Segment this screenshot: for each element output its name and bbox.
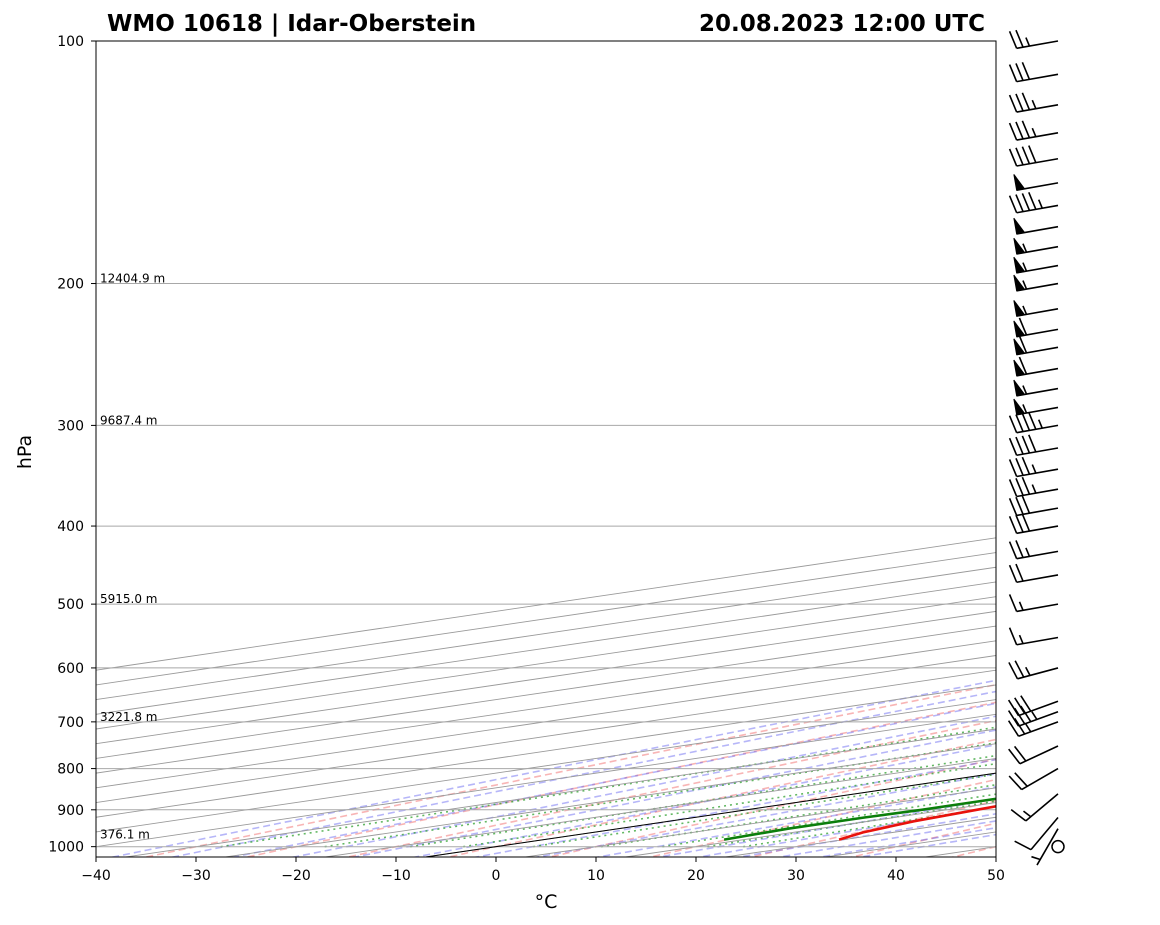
isotherm [96,684,996,818]
wind-barb [1007,695,1059,717]
moist-adiabat [593,786,996,857]
x-tick-label: 20 [687,868,705,884]
y-tick-label: 200 [57,277,84,293]
height-label: 3221.8 m [100,710,158,724]
wind-barb [1008,120,1059,141]
y-tick-label: 800 [57,762,84,778]
y-axis-label: hPa [14,435,36,469]
mixing-ratio-line [463,762,996,848]
wind-barb [1008,767,1059,791]
y-tick-label: 300 [57,418,84,434]
x-axis-label: °C [535,891,558,913]
wind-barb [1008,476,1059,498]
wind-barb [1013,274,1059,292]
x-tick-label: 50 [987,868,1005,884]
wind-barb [1008,660,1059,680]
moist-adiabat [229,702,996,857]
wind-barb [1008,29,1059,50]
wind-barb [1013,398,1059,416]
y-tick-label: 400 [57,519,84,535]
wind-barb [1008,192,1059,214]
wind-barb [1008,434,1059,457]
x-tick-label: −40 [81,868,111,884]
title-station: WMO 10618 | Idar-Oberstein [107,11,476,37]
y-tick-label: 600 [57,661,84,677]
x-tick-label: −30 [181,868,211,884]
x-tick-label: 0 [492,868,501,884]
y-tick-label: 1000 [48,840,84,856]
y-tick-label: 900 [57,803,84,819]
isotherm [96,640,996,774]
wind-barb [1007,718,1059,737]
wind-barb [1013,256,1059,274]
wind-barb [1013,237,1059,255]
dry-adiabat [445,738,996,857]
wind-barb [1008,540,1059,560]
title-datetime: 20.08.2023 12:00 UTC [699,11,985,37]
wind-barb [1013,217,1059,235]
wind-barb [1008,411,1059,434]
x-tick-label: 10 [587,868,605,884]
wind-barb [1008,594,1059,613]
moist-adiabat [169,690,996,857]
isotherm [96,610,996,745]
height-label: 5915.0 m [100,592,158,606]
x-tick-label: 30 [787,868,805,884]
height-labels: 12404.9 m 9687.4 m 5915.0 m 3221.8 m 376.1 m [100,272,165,842]
height-label: 376.1 m [100,828,150,842]
x-tick-label: −20 [281,868,311,884]
isotherm [96,655,996,789]
x-tick-label: 40 [887,868,905,884]
dry-adiabat [646,778,996,857]
wind-barb [1008,456,1059,478]
wind-barbs [1007,29,1065,866]
moist-adiabat [350,729,996,857]
moist-adiabat [289,715,996,857]
height-label: 12404.9 m [100,272,165,286]
isotherm [96,699,996,833]
axis-ticks: −40 −30 −20 −10 0 10 20 30 40 50 100 200 300 400 500 60… [48,34,1005,884]
y-tick-label: 700 [57,715,84,731]
wind-barb [1008,627,1059,646]
wind-barb [1008,563,1059,584]
isotherm [96,713,996,848]
dry-adiabat [243,701,996,857]
wind-barb [1008,745,1059,765]
wind-barb [1013,335,1059,356]
moist-adiabat [109,679,996,857]
y-tick-label: 500 [57,597,84,613]
wind-barb [1013,379,1059,397]
wind-barb [1008,62,1059,83]
x-tick-label: −10 [381,868,411,884]
wind-barb [1010,793,1059,822]
wind-barb [1013,174,1059,191]
wind-barb [1013,317,1059,338]
y-tick-label: 100 [57,34,84,50]
dry-adiabat [546,758,996,857]
plot-frame [95,40,997,858]
wind-barb [1013,356,1059,377]
wind-barb [1008,92,1059,113]
mixing-ratio-line [533,773,996,848]
wind-barb [1008,495,1059,517]
wind-barb [1008,513,1059,535]
wind-barb [1031,828,1059,866]
wind-barb [1008,145,1059,167]
isotherm [96,596,996,730]
mixing-ratio-line [410,754,996,848]
height-label: 9687.4 m [100,413,158,427]
isotherm [96,669,996,803]
moist-adiabat [472,758,996,857]
wind-barb [1014,816,1059,851]
isotherm [96,625,996,759]
wind-barb [1051,839,1065,854]
wind-barb [1013,300,1059,317]
